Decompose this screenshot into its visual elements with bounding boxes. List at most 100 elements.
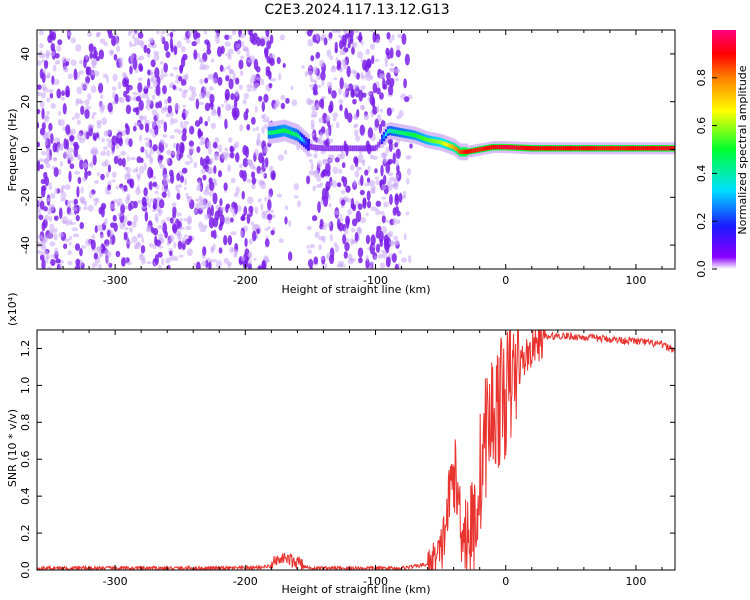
spectrogram-speckle (178, 129, 183, 135)
spectrogram-speckle (179, 141, 185, 153)
spectrogram-speckle (143, 84, 148, 90)
spectrogram-speckle (233, 253, 237, 259)
spectrogram-track-core (556, 146, 561, 151)
spectrogram-speckle (329, 55, 334, 61)
spectrogram-speckle (355, 210, 362, 223)
spectrogram-speckle (170, 44, 174, 53)
spectrogram-speckle (246, 124, 251, 131)
spectrogram-speckle (56, 44, 62, 52)
spectrogram-speckle (195, 32, 201, 39)
spectrogram-speckle (248, 238, 253, 245)
spectrogram-speckle (381, 215, 386, 224)
spectrogram-speckle (54, 137, 61, 143)
spectrogram-speckle (189, 125, 195, 135)
spectrogram-speckle (79, 248, 83, 257)
spectrogram-speckle (199, 200, 204, 206)
spectrogram-speckle (344, 107, 349, 120)
spectrogram-speckle (338, 98, 344, 105)
spectrogram-speckle (105, 138, 112, 143)
spectrogram-track-core (535, 146, 539, 151)
spectrogram-speckle (176, 40, 182, 49)
spectrogram-speckle (106, 149, 110, 157)
spectrogram-speckle (342, 50, 346, 56)
spectrogram-speckle (328, 104, 333, 114)
spectrogram-speckle (70, 59, 77, 66)
spectrogram-speckle (366, 200, 372, 209)
spectrogram-track-core (566, 146, 570, 151)
spectrogram-speckle (164, 188, 170, 192)
spectrogram-track-core (414, 133, 418, 138)
spectrogram-speckle (394, 142, 399, 148)
spectrogram-speckle (276, 57, 281, 65)
spectrogram-speckle (219, 206, 226, 211)
spectrogram-speckle (323, 37, 328, 46)
spectrogram-speckle (165, 51, 171, 58)
spectrogram-speckle (244, 237, 248, 248)
spectrogram-track-core (463, 149, 467, 155)
spectrogram-speckle (158, 264, 162, 269)
spectrogram-speckle (247, 196, 254, 204)
spectrogram-speckle (242, 170, 247, 182)
spectrogram-speckle (206, 41, 211, 52)
spectrogram-speckle (48, 182, 53, 191)
spectrogram-speckle (269, 34, 274, 45)
spectrogram-speckle (132, 91, 139, 96)
spectrogram-speckle (138, 99, 144, 111)
spectrogram-speckle (377, 253, 384, 259)
spectrogram-speckle (75, 204, 80, 214)
spectrogram-track-core (451, 144, 455, 149)
spectrogram-speckle (108, 31, 113, 39)
spectrogram-speckle (69, 135, 75, 141)
spectrogram-speckle (306, 225, 312, 230)
spectrogram-speckle (396, 219, 401, 225)
spectrogram-speckle (152, 144, 158, 152)
spectrogram-speckle (401, 33, 407, 45)
spectrogram-speckle (264, 238, 270, 248)
spectrogram-track-core (306, 142, 311, 147)
spectrogram-speckle (181, 133, 187, 142)
spectrogram-speckle (332, 112, 339, 119)
spectrogram-track-core (437, 139, 441, 145)
spectrogram-speckle (309, 243, 315, 249)
spectrogram-speckle (179, 217, 184, 222)
spectrogram-speckle (230, 92, 235, 101)
spectrogram-speckle (152, 244, 157, 250)
spectrogram-speckle (382, 78, 386, 90)
spectrogram-speckle (126, 240, 133, 245)
spectrogram-track-core (429, 138, 434, 143)
spectrogram-speckle (234, 77, 240, 85)
spectrogram-track-faint (355, 145, 359, 152)
spectrogram-speckle (150, 226, 155, 234)
spectrogram-speckle (136, 156, 142, 164)
spectrogram-speckle (109, 49, 114, 56)
spectrogram-track-core (560, 146, 564, 151)
spectrogram-speckle (137, 199, 143, 204)
spectrogram-track-core (568, 146, 572, 151)
spectrogram-speckle (210, 58, 215, 63)
spectrogram-speckle (398, 192, 403, 203)
spectrogram-speckle (381, 183, 387, 190)
spectrogram-speckle (91, 146, 98, 154)
spectrogram-speckle (75, 43, 82, 52)
spectrogram-speckle (352, 205, 357, 212)
spectrogram-speckle (306, 175, 311, 185)
spectrogram-speckle (357, 35, 363, 41)
spectrogram-speckle (379, 262, 386, 269)
spectrogram-track-core (302, 138, 307, 144)
spectrogram-speckle (367, 165, 371, 173)
spectrogram-speckle (326, 49, 332, 58)
spectrogram-speckle (112, 171, 117, 179)
spectrogram-speckle (67, 260, 73, 266)
spectrogram-speckle (157, 209, 164, 214)
spectrogram-speckle (114, 93, 119, 104)
spectrogram-speckle (77, 154, 80, 161)
spectrogram-speckle (37, 241, 42, 248)
spectrogram-speckle (98, 82, 104, 94)
spectrogram-speckle (100, 93, 104, 100)
spectrogram-track-core (433, 139, 437, 144)
spectrogram-speckle (224, 118, 228, 130)
spectrogram-speckle (251, 183, 256, 190)
spectrogram-speckle (227, 54, 232, 60)
spectrogram-speckle (240, 230, 244, 238)
